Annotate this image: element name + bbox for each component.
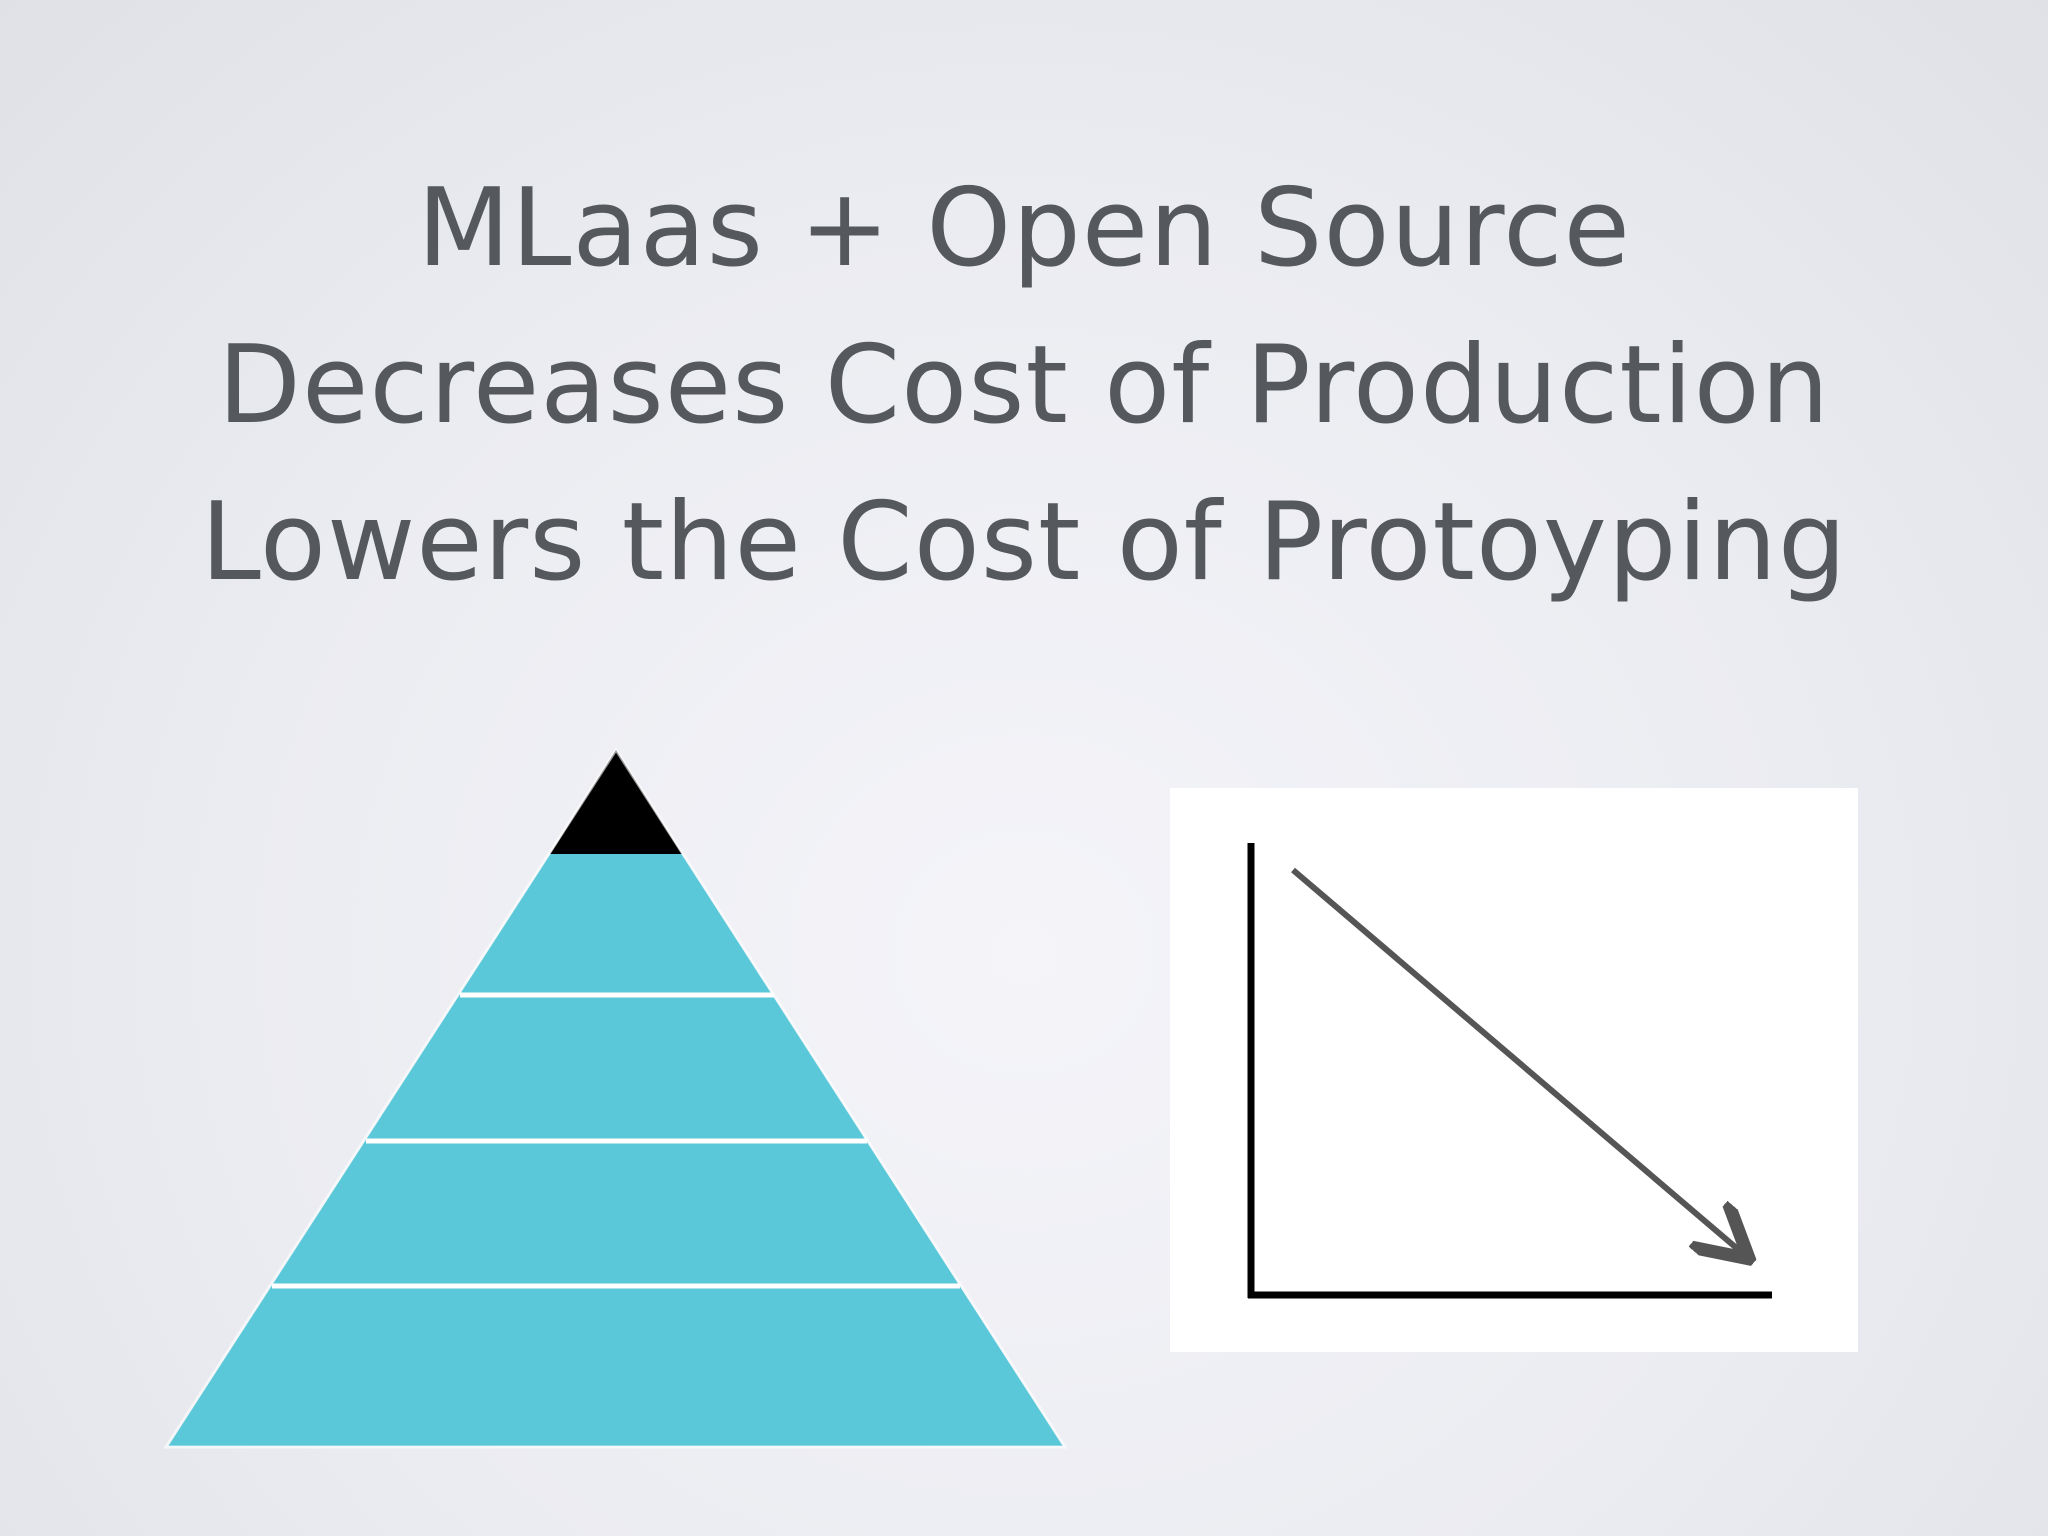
pyramid-apex-tier [550, 750, 682, 854]
title-line-3: Lowers the Cost of Protoyping [200, 480, 1848, 605]
slide-title: MLaas + Open Source Decreases Cost of Pr… [0, 150, 2048, 621]
trend-chart-panel [1170, 788, 1858, 1352]
pyramid-diagram [163, 747, 1068, 1449]
downward-trend-arrow [1291, 867, 1740, 1251]
title-line-1: MLaas + Open Source [417, 166, 1631, 291]
title-line-2: Decreases Cost of Production [217, 323, 1831, 448]
pyramid-body [168, 752, 1063, 1446]
trend-chart [1247, 843, 1772, 1299]
pyramid-outline [163, 747, 1068, 1449]
